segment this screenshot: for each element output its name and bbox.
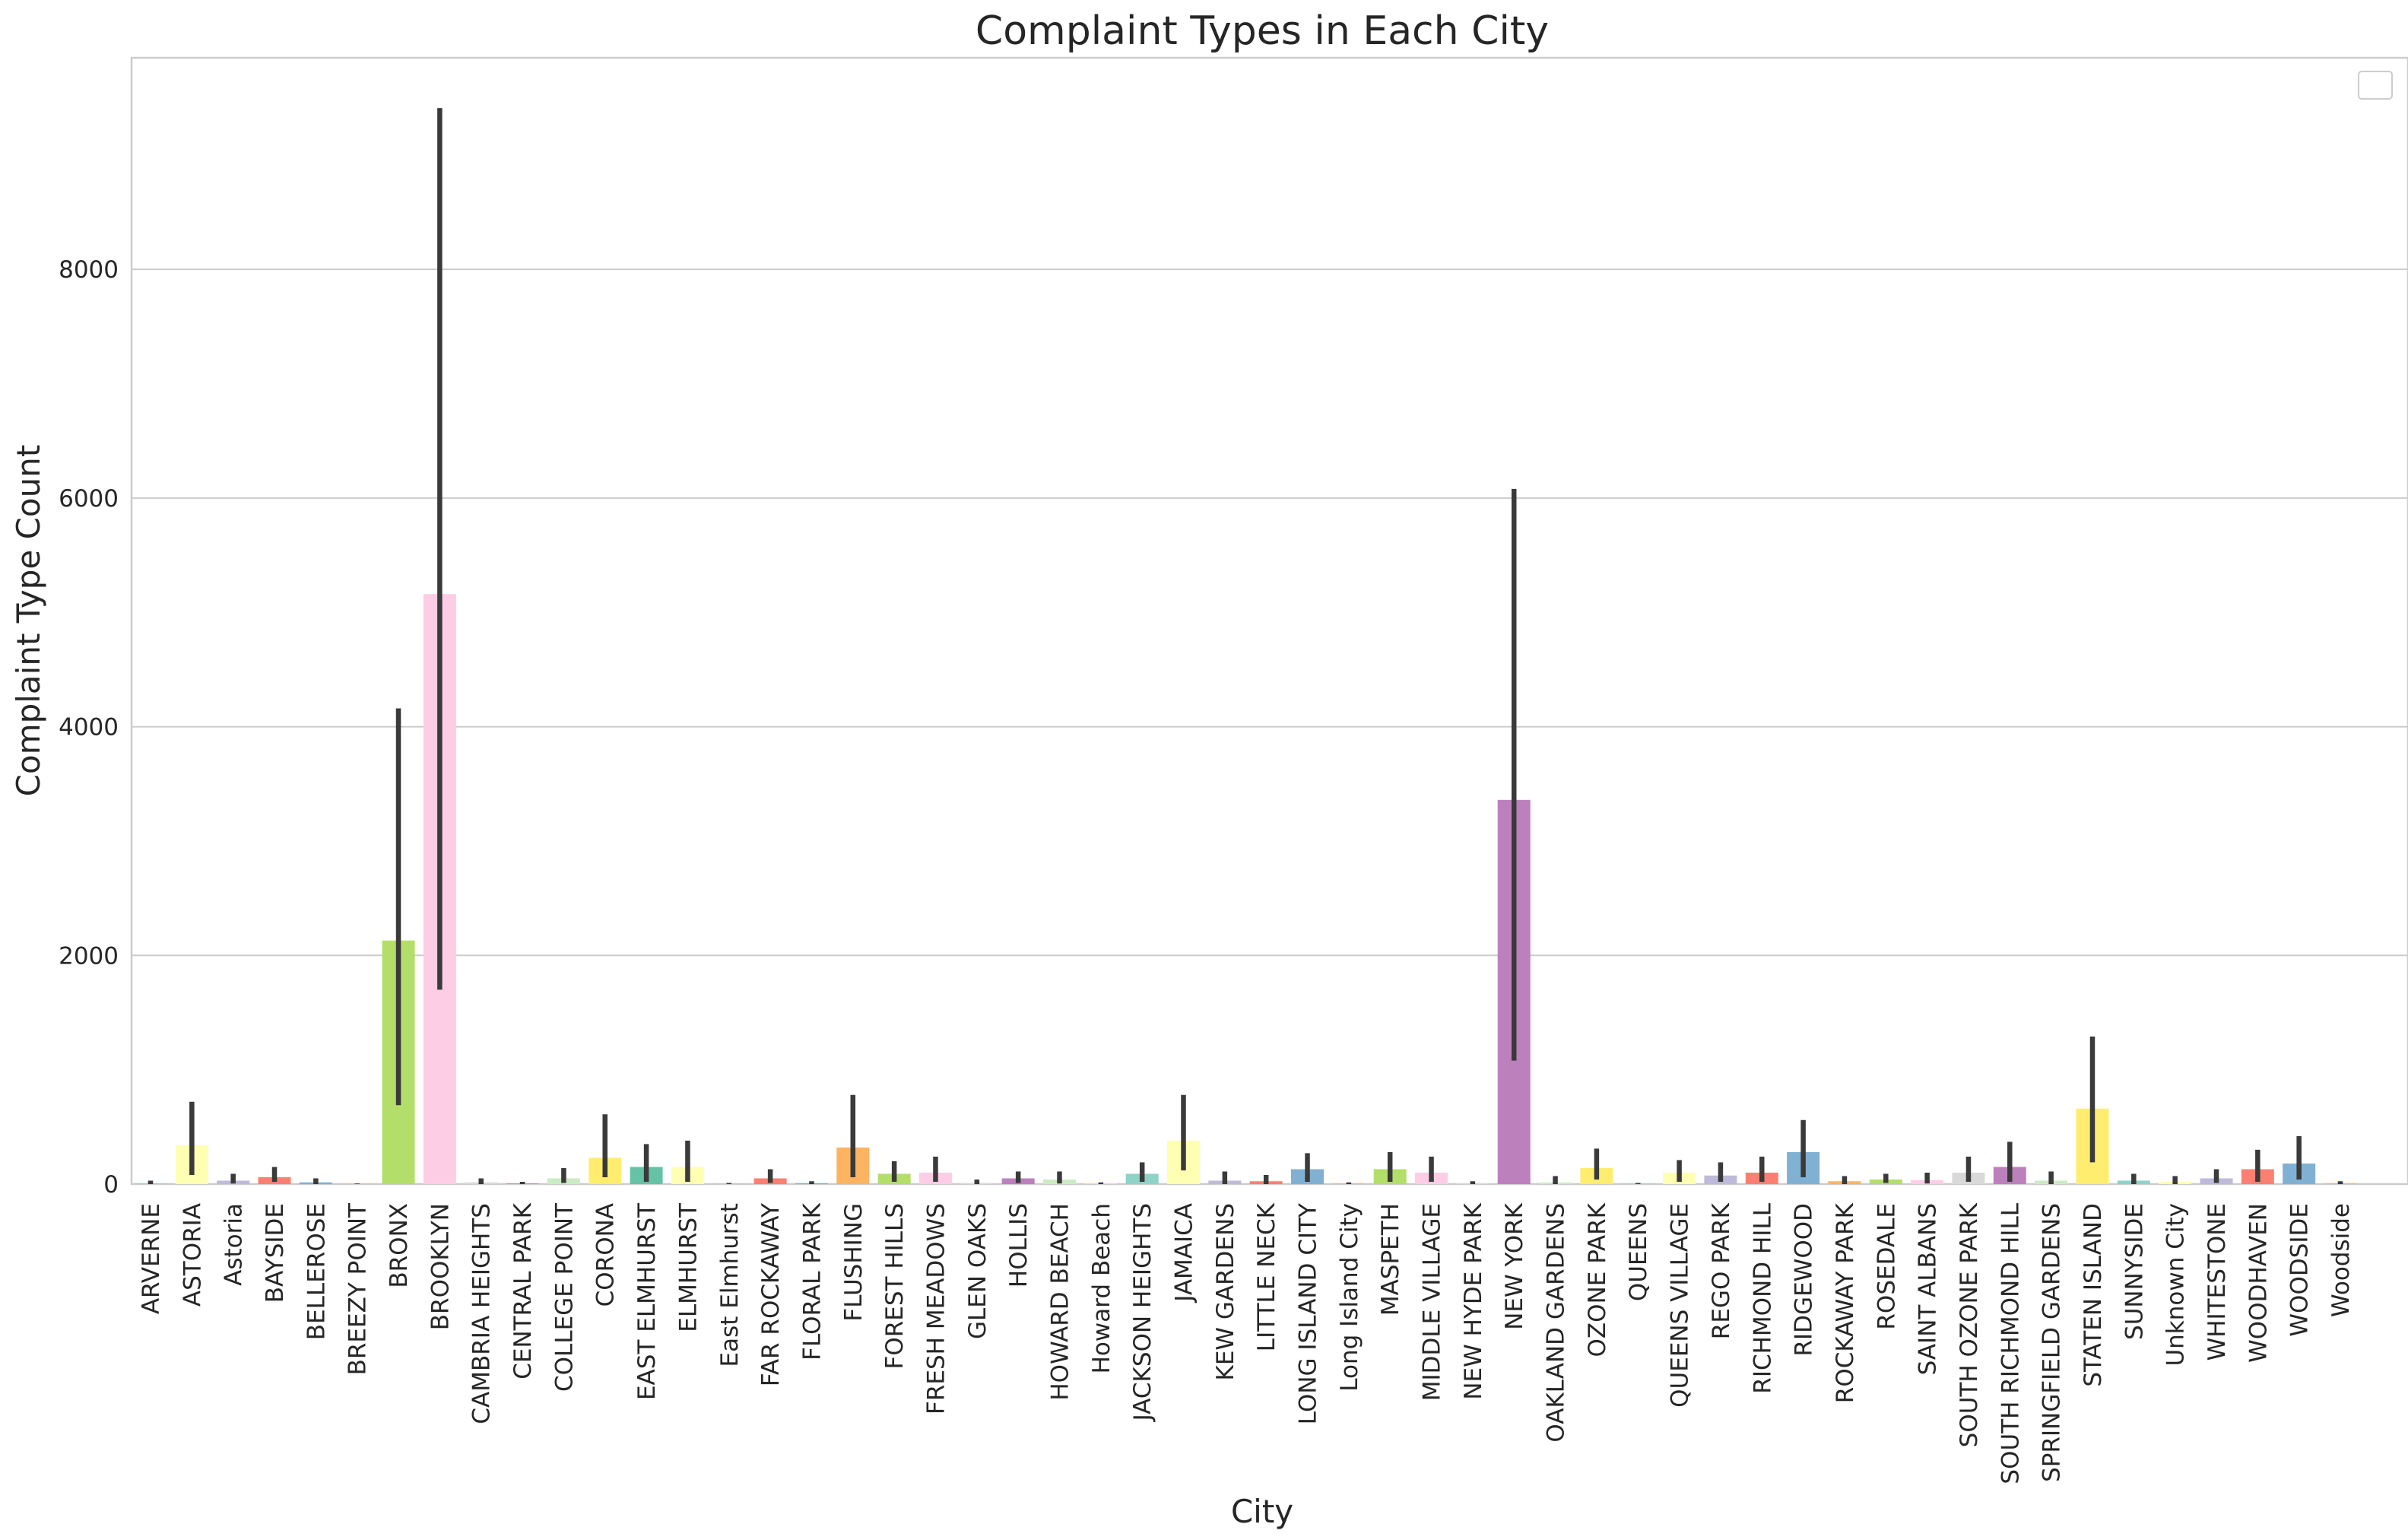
y-tick-label: 4000 xyxy=(59,714,119,741)
x-tick-label: CENTRAL PARK xyxy=(509,1202,537,1379)
gridlines xyxy=(132,268,2408,957)
x-tick-label: BRONX xyxy=(385,1203,413,1288)
x-tick-label: WOODSIDE xyxy=(2286,1203,2314,1337)
y-tick-label: 6000 xyxy=(59,485,119,513)
x-tick-label: JAMAICA xyxy=(1171,1203,1198,1303)
x-tick-label: East Elmhurst xyxy=(716,1203,744,1367)
x-tick-label: SOUTH RICHMOND HILL xyxy=(1997,1202,2024,1484)
y-axis-label: Complaint Type Count xyxy=(10,445,47,797)
x-tick-label: Long Island City xyxy=(1336,1203,1363,1392)
error-bars xyxy=(148,108,2343,1184)
x-tick-label: MASPETH xyxy=(1377,1203,1404,1316)
y-tick-label: 0 xyxy=(103,1171,119,1199)
x-tick-label: RIDGEWOOD xyxy=(1791,1203,1818,1357)
x-tick-label: FLORAL PARK xyxy=(798,1202,826,1360)
x-tick-label: MIDDLE VILLAGE xyxy=(1419,1203,1446,1401)
x-tick-label: BREEZY POINT xyxy=(344,1202,372,1375)
x-tick-label: HOWARD BEACH xyxy=(1046,1203,1074,1401)
y-tick-label: 8000 xyxy=(59,256,119,284)
x-tick-label: Woodside xyxy=(2327,1203,2355,1317)
x-tick-label: BAYSIDE xyxy=(262,1203,289,1303)
x-tick-label: GLEN OAKS xyxy=(964,1203,991,1339)
x-tick-label: ROSEDALE xyxy=(1873,1203,1900,1330)
x-tick-label: WHITESTONE xyxy=(2203,1203,2231,1361)
x-tick-label: QUEENS VILLAGE xyxy=(1667,1203,1694,1408)
x-tick-label: FLUSHING xyxy=(840,1203,868,1322)
x-tick-label: Astoria xyxy=(220,1203,248,1286)
x-tick-labels: ARVERNE ASTORIA Astoria BAYSIDE BELLEROSE BRE… xyxy=(138,1202,2355,1484)
x-tick-label: BELLEROSE xyxy=(303,1203,330,1340)
x-tick-label: HOLLIS xyxy=(1005,1203,1033,1288)
x-tick-label: SPRINGFIELD GARDENS xyxy=(2038,1203,2066,1482)
y-tick-label: 2000 xyxy=(59,942,119,970)
plot-frame xyxy=(130,56,2408,1186)
x-tick-label: SOUTH OZONE PARK xyxy=(1956,1202,1983,1447)
chart-title: Complaint Types in Each City xyxy=(976,8,1549,54)
x-tick-label: NEW YORK xyxy=(1501,1202,1528,1329)
x-tick-label: FRESH MEADOWS xyxy=(922,1203,950,1415)
x-tick-label: Unknown City xyxy=(2162,1203,2190,1367)
x-tick-label: RICHMOND HILL xyxy=(1749,1202,1776,1393)
x-tick-label: COLLEGE POINT xyxy=(550,1202,578,1392)
bars xyxy=(134,594,2357,1184)
x-tick-label: WOODHAVEN xyxy=(2245,1203,2272,1363)
x-tick-label: SAINT ALBANS xyxy=(1915,1203,1942,1375)
x-tick-label: LONG ISLAND CITY xyxy=(1295,1203,1322,1424)
legend-box xyxy=(2358,71,2393,100)
x-tick-label: ELMHURST xyxy=(674,1202,702,1332)
x-tick-label: LITTLE NECK xyxy=(1253,1202,1280,1351)
y-tick-labels: 0 2000 4000 6000 8000 xyxy=(59,256,119,1199)
x-tick-label: EAST ELMHURST xyxy=(633,1202,661,1400)
x-tick-label: ARVERNE xyxy=(138,1203,165,1314)
x-axis-label: City xyxy=(1231,1493,1293,1530)
x-tick-label: QUEENS xyxy=(1625,1203,1652,1301)
x-tick-label: REGO PARK xyxy=(1708,1202,1735,1339)
x-tick-label: CORONA xyxy=(592,1203,620,1307)
x-tick-label: OAKLAND GARDENS xyxy=(1543,1203,1570,1443)
x-tick-label: Howard Beach xyxy=(1088,1203,1115,1373)
x-tick-label: FOREST HILLS xyxy=(881,1203,909,1370)
x-tick-label: NEW HYDE PARK xyxy=(1460,1202,1487,1399)
x-tick-label: STATEN ISLAND xyxy=(2080,1203,2107,1387)
x-tick-label: FAR ROCKAWAY xyxy=(757,1203,785,1386)
x-tick-label: SUNNYSIDE xyxy=(2121,1203,2148,1340)
x-tick-label: ROCKAWAY PARK xyxy=(1832,1202,1859,1403)
x-tick-label: CAMBRIA HEIGHTS xyxy=(468,1203,496,1424)
x-tick-label: JACKSON HEIGHTS xyxy=(1129,1203,1156,1422)
x-tick-label: KEW GARDENS xyxy=(1212,1203,1239,1381)
x-tick-label: BROOKLYN xyxy=(427,1203,454,1330)
x-tick-label: OZONE PARK xyxy=(1584,1202,1611,1357)
x-tick-label: ASTORIA xyxy=(179,1203,206,1307)
